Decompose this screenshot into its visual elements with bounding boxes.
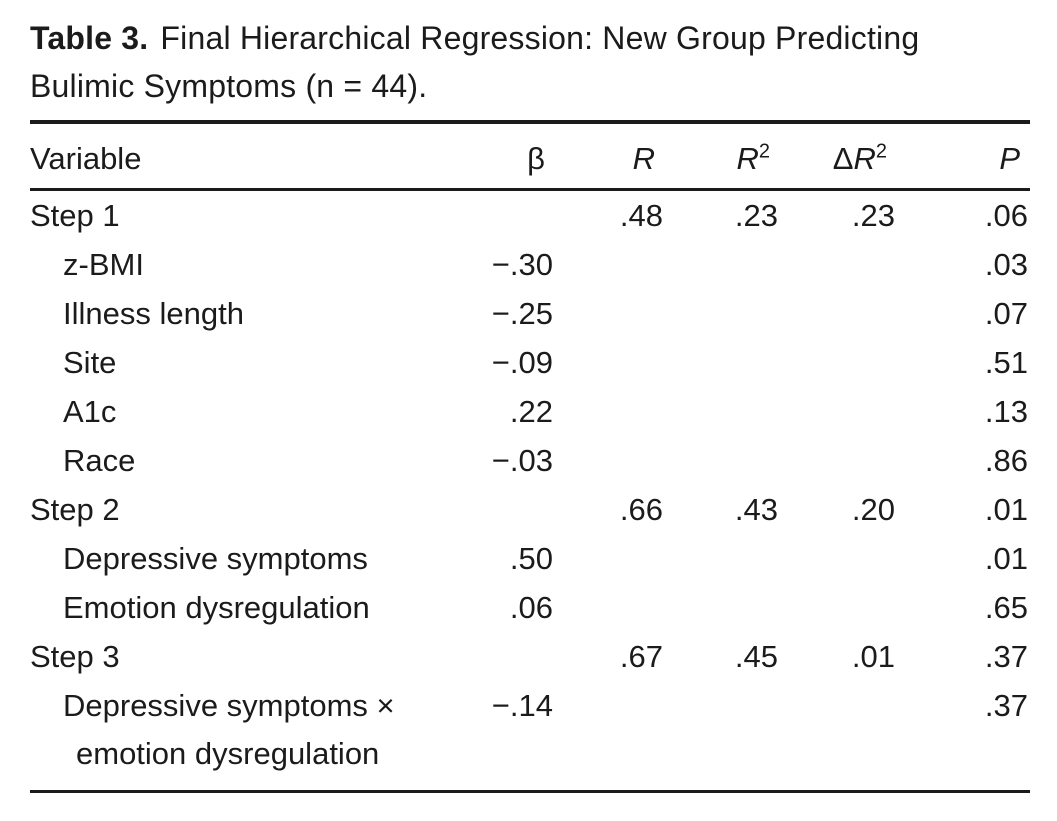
cell-r-squared: .45 [734,639,778,674]
header-row: Variable β R R2 ΔR2 P [30,122,1030,191]
cell-r-squared [665,583,780,632]
col-header-variable: Variable [30,122,422,191]
cell-variable: Emotion dysregulation [63,590,370,625]
cell-beta [422,485,555,534]
table-row-depressive-symptoms: Depressive symptoms .50 .01 [30,534,1030,583]
cell-r [555,534,665,583]
cell-r [555,681,665,792]
col-header-beta: β [422,122,555,191]
table-caption: Table 3. Final Hierarchical Regression: N… [30,14,1030,110]
cell-r-squared: .43 [734,492,778,527]
cell-delta-r-squared [780,436,897,485]
cell-delta-r-squared [780,534,897,583]
table-row-step3: Step 3 .67 .45 .01 .37 [30,632,1030,681]
cell-p: .03 [984,247,1028,282]
table-row-zbmi: z-BMI −.30 .03 [30,240,1030,289]
cell-r-squared [665,534,780,583]
cell-r [555,240,665,289]
cell-r [555,583,665,632]
cell-delta-r-squared: .01 [851,639,895,674]
cell-beta: .06 [509,590,553,625]
cell-beta: −.03 [491,443,553,478]
cell-r: .48 [619,198,663,233]
cell-beta: −.09 [491,345,553,380]
cell-beta: .50 [509,541,553,576]
cell-p: .86 [984,443,1028,478]
cell-delta-r-squared [780,240,897,289]
table-header: Variable β R R2 ΔR2 P [30,122,1030,191]
cell-beta: −.25 [491,296,553,331]
table-row-interaction: Depressive symptoms × emotion dysregulat… [30,681,1030,792]
cell-p: .37 [984,639,1028,674]
cell-delta-r-squared [780,387,897,436]
col-header-r-squared: R2 [665,122,780,191]
table-row-illness-length: Illness length −.25 .07 [30,289,1030,338]
table-body: Step 1 .48 .23 .23 .06 z-BMI −.30 .03 Il… [30,190,1030,792]
cell-r-squared [665,436,780,485]
cell-delta-r-squared [780,681,897,792]
cell-variable: Depressive symptoms × emotion dysregulat… [30,681,422,792]
cell-beta [422,190,555,241]
cell-beta: −.30 [491,247,553,282]
cell-variable: z-BMI [63,247,144,282]
cell-r-squared [665,289,780,338]
cell-delta-r-squared [780,583,897,632]
cell-p: .01 [984,492,1028,527]
cell-variable: Site [63,345,117,380]
col-header-r: R [555,122,665,191]
cell-r [555,338,665,387]
cell-r-squared [665,338,780,387]
cell-variable: Step 1 [30,198,120,233]
cell-beta: −.14 [491,688,553,723]
table-row-a1c: A1c .22 .13 [30,387,1030,436]
cell-variable: Illness length [63,296,244,331]
cell-variable: Depressive symptoms [63,541,368,576]
cell-delta-r-squared: .23 [851,198,895,233]
cell-r: .66 [619,492,663,527]
cell-p: .07 [984,296,1028,331]
cell-p: .01 [984,541,1028,576]
cell-variable: Step 2 [30,492,120,527]
cell-p: .65 [984,590,1028,625]
table-caption-text-line2: Bulimic Symptoms (n = 44). [30,68,428,104]
cell-r [555,436,665,485]
cell-delta-r-squared [780,289,897,338]
table-row-site: Site −.09 .51 [30,338,1030,387]
cell-variable: Race [63,443,136,478]
cell-r-squared: .23 [734,198,778,233]
interaction-label-line1: Depressive symptoms × [63,688,395,723]
cell-beta [422,632,555,681]
cell-delta-r-squared: .20 [851,492,895,527]
cell-r [555,289,665,338]
table-row-emotion-dysregulation: Emotion dysregulation .06 .65 [30,583,1030,632]
col-header-delta-r-squared: ΔR2 [780,122,897,191]
cell-p: .37 [984,688,1028,723]
cell-variable: A1c [63,394,117,429]
cell-delta-r-squared [780,338,897,387]
table-caption-label: Table 3. [30,20,149,56]
cell-beta: .22 [509,394,553,429]
table-row-step1: Step 1 .48 .23 .23 .06 [30,190,1030,241]
table-row-step2: Step 2 .66 .43 .20 .01 [30,485,1030,534]
cell-r-squared [665,240,780,289]
interaction-label-line2: emotion dysregulation [76,736,380,771]
table-row-race: Race −.03 .86 [30,436,1030,485]
cell-r-squared [665,681,780,792]
table-caption-text-line1: Final Hierarchical Regression: New Group… [160,20,920,56]
cell-r [555,387,665,436]
cell-r-squared [665,387,780,436]
cell-variable: Step 3 [30,639,120,674]
cell-p: .51 [984,345,1028,380]
cell-p: .06 [984,198,1028,233]
cell-r: .67 [619,639,663,674]
col-header-p: P [897,122,1030,191]
regression-table: Variable β R R2 ΔR2 P Step 1 .48 .23 .23… [30,120,1030,793]
cell-p: .13 [984,394,1028,429]
